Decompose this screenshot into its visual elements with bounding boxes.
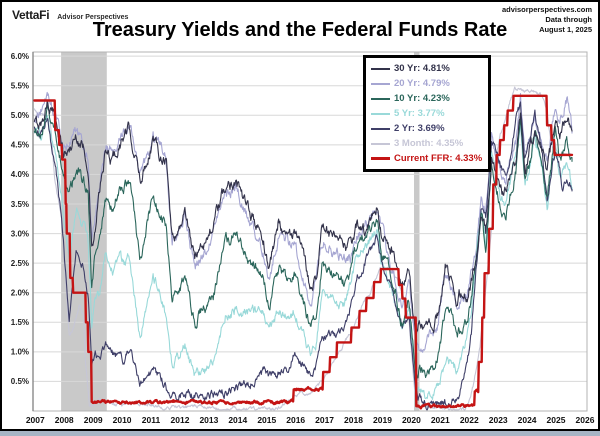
x-axis-tick-label: 2015: [257, 415, 276, 425]
y-axis-tick-label: 0.5%: [11, 377, 29, 386]
current-ffr-swatch-line: [371, 157, 390, 160]
legend-entry-current-ffr: Current FFR: 4.33%: [371, 151, 485, 166]
20-yr-swatch-line: [371, 82, 390, 85]
legend-entry-2-yr: 2 Yr: 3.69%: [371, 121, 485, 136]
legend-entry-5-yr: 5 Yr: 3.77%: [371, 106, 485, 121]
source-line-date: August 1, 2025: [539, 24, 592, 34]
x-axis-tick-label: 2021: [431, 415, 450, 425]
recession-band: [61, 52, 107, 411]
series-line-30-yr: [33, 100, 573, 339]
legend-entry-20-yr: 20 Yr: 4.79%: [371, 76, 485, 91]
legend-label: 20 Yr: 4.79%: [394, 78, 450, 89]
x-axis-tick-label: 2008: [55, 415, 74, 425]
x-axis-tick-label: 2018: [344, 415, 363, 425]
legend-label: 10 Yr: 4.23%: [394, 93, 450, 104]
x-axis-tick-label: 2011: [142, 415, 161, 425]
series-line-2-yr: [33, 101, 573, 411]
x-axis-tick-label: 2026: [576, 415, 595, 425]
legend-entry-10-yr: 10 Yr: 4.23%: [371, 91, 485, 106]
series-line-current-ffr: [33, 94, 574, 410]
x-axis-tick-label: 2024: [518, 415, 537, 425]
x-axis-tick-label: 2010: [113, 415, 132, 425]
x-axis-tick-label: 2022: [460, 415, 479, 425]
x-axis-tick-label: 2013: [199, 415, 218, 425]
5-yr-swatch-line: [371, 112, 390, 115]
x-axis-tick-label: 2014: [228, 415, 247, 425]
y-axis-tick-label: 6.0%: [11, 52, 29, 61]
source-line-url: advisorperspectives.com: [501, 5, 592, 14]
advisor-perspectives-label: Advisor Perspectives: [57, 14, 129, 21]
y-axis-tick-label: 5.5%: [11, 82, 29, 91]
y-axis-tick-label: 4.5%: [11, 141, 29, 150]
y-axis-tick-label: 2.0%: [11, 289, 29, 298]
3-month-swatch-line: [371, 142, 390, 145]
y-axis-tick-label: 1.0%: [11, 348, 29, 357]
chart-legend: 30 Yr: 4.81% 20 Yr: 4.79% 10 Yr: 4.23% 5 Yr…: [363, 55, 491, 172]
x-axis-tick-label: 2007: [26, 415, 45, 425]
x-axis-tick-label: 2012: [171, 415, 190, 425]
brand-block: VettaFi Advisor Perspectives: [12, 8, 128, 22]
x-axis-tick-label: 2016: [286, 415, 305, 425]
legend-label: 5 Yr: 3.77%: [394, 108, 445, 119]
x-axis-tick-label: 2020: [402, 415, 421, 425]
data-source-note: advisorperspectives.com Data through Aug…: [502, 5, 592, 34]
legend-entry-3-month: 3 Month: 4.35%: [371, 136, 485, 151]
y-axis-tick-label: 1.5%: [11, 318, 29, 327]
x-axis-tick-label: 2025: [547, 415, 566, 425]
y-axis-tick-label: 2.5%: [11, 259, 29, 268]
30-yr-swatch-line: [371, 67, 390, 70]
source-line-data-through: Data through: [545, 14, 592, 24]
legend-entry-30-yr: 30 Yr: 4.81%: [371, 61, 485, 76]
yield-chart-plot: 0.5% 1.0% 1.5% 2.0% 2.5% 3.0% 3.5% 4.0% 4.5% 5.0%…: [11, 51, 595, 425]
vettafi-logo: VettaFi: [12, 8, 50, 22]
legend-label: Current FFR: 4.33%: [394, 153, 483, 164]
2-yr-swatch-line: [371, 127, 390, 130]
legend-label: 30 Yr: 4.81%: [394, 63, 450, 74]
x-axis-tick-label: 2009: [84, 415, 103, 425]
y-axis-tick-label: 3.5%: [11, 200, 29, 209]
y-axis-tick-label: 4.0%: [11, 170, 29, 179]
series-line-20-yr: [33, 91, 573, 353]
x-axis-tick-label: 2017: [315, 415, 334, 425]
plot-border: [32, 51, 588, 412]
y-axis-tick-label: 5.0%: [11, 111, 29, 120]
chart-title: Treasury Yields and the Federal Funds Ra…: [92, 19, 508, 41]
recession-band: [414, 52, 420, 411]
legend-label: 3 Month: 4.35%: [394, 138, 464, 149]
legend-label: 2 Yr: 3.69%: [394, 123, 445, 134]
x-axis-tick-label: 2019: [373, 415, 392, 425]
10-yr-swatch-line: [371, 97, 390, 100]
x-axis-tick-label: 2023: [489, 415, 508, 425]
y-axis-tick-label: 3.0%: [11, 229, 29, 238]
